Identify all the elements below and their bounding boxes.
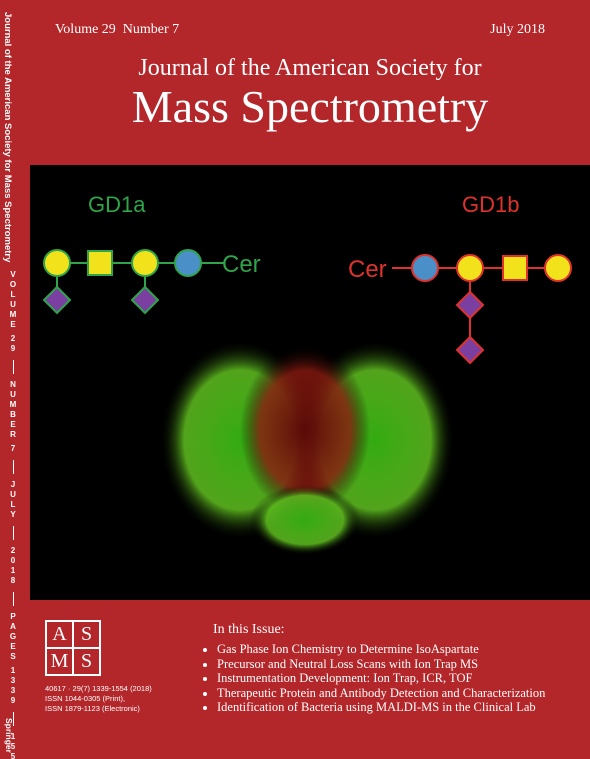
- separator: [12, 712, 14, 726]
- volume-number: Volume 29 Number 7: [55, 22, 180, 37]
- logo-letter: A: [47, 622, 72, 647]
- logo-letter: S: [74, 649, 99, 674]
- spine-item: 2018: [8, 546, 18, 586]
- separator: [12, 592, 14, 606]
- spine-info: VOLUME 29 NUMBER 7 JULY 2018 PAGES 1339 1554: [4, 268, 22, 759]
- cover-figure: GD1a Cer GD1b Cer: [30, 165, 590, 600]
- cer-label: Cer: [348, 256, 387, 283]
- title-main: Mass Spectrometry: [131, 81, 489, 132]
- spine-item: 1339: [8, 666, 18, 706]
- logo-letter: S: [74, 622, 99, 647]
- glycan-left: [42, 249, 225, 315]
- brain-image: [160, 340, 455, 555]
- code-line: ISSN 1044-0305 (Print),: [45, 694, 126, 703]
- glycan-label: GD1a: [88, 192, 146, 217]
- title-line: Journal of the American Society for: [138, 55, 482, 81]
- spine-item: 1554: [8, 732, 18, 759]
- issue-item: Gas Phase Ion Chemistry to Determine Iso…: [217, 642, 545, 657]
- spine-item: 7: [8, 444, 18, 454]
- issue-list: Gas Phase Ion Chemistry to Determine Iso…: [205, 642, 545, 715]
- spine-item: NUMBER: [8, 380, 18, 440]
- issue-heading: In this Issue:: [213, 622, 285, 637]
- glycan-label: GD1b: [462, 192, 519, 217]
- separator: [12, 460, 14, 474]
- spine-item: VOLUME: [8, 270, 18, 330]
- spine-item: JULY: [8, 480, 18, 520]
- separator: [12, 526, 14, 540]
- logo-letter: M: [47, 649, 72, 674]
- spine-title: Journal of the American Society for Mass…: [2, 12, 13, 263]
- spine-item: 29: [8, 334, 18, 354]
- codes: 40617 · 29(7) 1339-1554 (2018) ISSN 1044-…: [45, 684, 152, 714]
- code-line: ISSN 1879-1123 (Electronic): [45, 704, 140, 713]
- separator: [12, 360, 14, 374]
- glycan-right: [392, 254, 572, 365]
- issue-item: Precursor and Neutral Loss Scans with Io…: [217, 657, 545, 672]
- issue-item: Identification of Bacteria using MALDI-M…: [217, 700, 545, 715]
- issue-item: Instrumentation Development: Ion Trap, I…: [217, 671, 545, 686]
- spine-item: PAGES: [8, 612, 18, 662]
- publisher: Springer: [4, 718, 14, 753]
- issue-date: July 2018: [490, 22, 545, 37]
- code-line: 40617 · 29(7) 1339-1554 (2018): [45, 684, 152, 693]
- cer-label: Cer: [222, 251, 261, 278]
- issue-item: Therapeutic Protein and Antibody Detecti…: [217, 686, 545, 701]
